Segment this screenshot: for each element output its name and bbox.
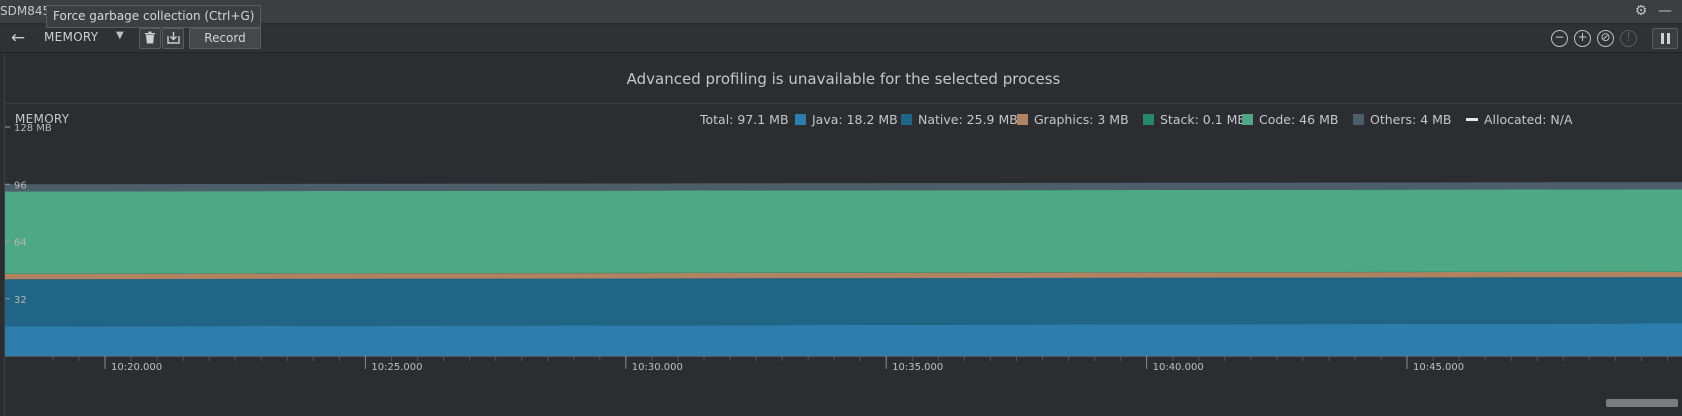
y-tick-label: 64 — [14, 238, 27, 249]
y-tick-label: 128 MB — [14, 123, 52, 134]
legend-swatch — [1466, 118, 1478, 121]
area-code — [5, 189, 1682, 274]
zoom-in-icon[interactable]: + — [1574, 30, 1591, 47]
profiler-selector[interactable]: MEMORY ▼ — [44, 30, 124, 44]
trash-icon — [145, 31, 155, 44]
reset-zoom-icon[interactable]: ⊘ — [1597, 30, 1614, 47]
title-bar: SDM845 ⚙ — — [0, 0, 1682, 24]
device-title: SDM845 — [0, 4, 51, 18]
force-gc-button[interactable] — [139, 28, 161, 49]
timeline-strip — [5, 382, 1682, 416]
gear-icon[interactable]: ⚙ — [1634, 3, 1648, 19]
legend-graphics: Graphics: 3 MB — [1017, 112, 1129, 127]
legend-swatch — [1143, 114, 1154, 125]
profiler-toolbar: ← MEMORY ▼ Record − + ⊘ ! — [0, 25, 1682, 53]
memory-chart[interactable]: 128 MB 96 64 32 10:20.000 10:25.000 10:30.000 1… — [5, 104, 1682, 416]
memory-chart-svg: 128 MB 96 64 32 10:20.000 10:25.000 10:30.000 1… — [5, 104, 1682, 416]
y-tick-label: 32 — [14, 295, 27, 306]
pause-icon — [1661, 33, 1664, 44]
area-stack — [5, 271, 1682, 274]
legend-total: Total: 97.1 MB — [700, 112, 789, 127]
x-tick-label: 10:40.000 — [1153, 362, 1204, 373]
legend-label: Code: 46 MB — [1259, 112, 1339, 127]
legend-swatch — [1242, 114, 1253, 125]
legend-swatch — [1017, 114, 1028, 125]
legend-label: Native: 25.9 MB — [918, 112, 1018, 127]
x-tick-label: 10:30.000 — [632, 362, 683, 373]
legend-label: Stack: 0.1 MB — [1160, 112, 1247, 127]
legend-native: Native: 25.9 MB — [901, 112, 1018, 127]
dump-heap-button[interactable] — [162, 28, 184, 49]
legend-label: Java: 18.2 MB — [812, 112, 898, 127]
record-button[interactable]: Record — [189, 28, 261, 49]
chevron-down-icon: ▼ — [116, 30, 124, 41]
legend-code: Code: 46 MB — [1242, 112, 1339, 127]
legend-label: Graphics: 3 MB — [1034, 112, 1129, 127]
legend-swatch — [795, 114, 806, 125]
panel-border — [4, 54, 5, 416]
legend-java: Java: 18.2 MB — [795, 112, 898, 127]
memory-section-label: MEMORY — [15, 112, 70, 126]
legend-stack: Stack: 0.1 MB — [1143, 112, 1247, 127]
zoom-out-icon[interactable]: − — [1551, 30, 1568, 47]
area-graphics — [5, 271, 1682, 280]
advanced-profiling-banner: Advanced profiling is unavailable for th… — [5, 54, 1682, 104]
x-tick-label: 10:45.000 — [1413, 362, 1464, 373]
jump-to-live-icon: ! — [1620, 30, 1637, 47]
timeline-scrollbar[interactable] — [1606, 399, 1678, 407]
legend-allocated: Allocated: N/A — [1466, 112, 1573, 127]
legend-label: Others: 4 MB — [1370, 112, 1452, 127]
back-arrow-icon[interactable]: ← — [10, 28, 26, 48]
legend-label: Allocated: N/A — [1484, 112, 1573, 127]
area-native — [5, 277, 1682, 327]
legend-swatch — [1353, 114, 1364, 125]
x-tick-label: 10:35.000 — [892, 362, 943, 373]
pause-button[interactable] — [1652, 28, 1678, 49]
y-tick-label: 96 — [14, 180, 27, 191]
legend-label: Total: 97.1 MB — [700, 112, 789, 127]
profiler-selector-label: MEMORY — [44, 30, 99, 44]
x-tick-label: 10:20.000 — [111, 362, 162, 373]
legend-swatch — [901, 114, 912, 125]
area-java — [5, 323, 1682, 356]
force-gc-tooltip: Force garbage collection (Ctrl+G) — [46, 5, 262, 28]
area-others — [5, 182, 1682, 192]
legend-others: Others: 4 MB — [1353, 112, 1452, 127]
x-tick-label: 10:25.000 — [371, 362, 422, 373]
minimize-icon[interactable]: — — [1658, 3, 1672, 19]
pause-icon-bar — [1667, 33, 1670, 44]
download-icon — [166, 32, 180, 44]
